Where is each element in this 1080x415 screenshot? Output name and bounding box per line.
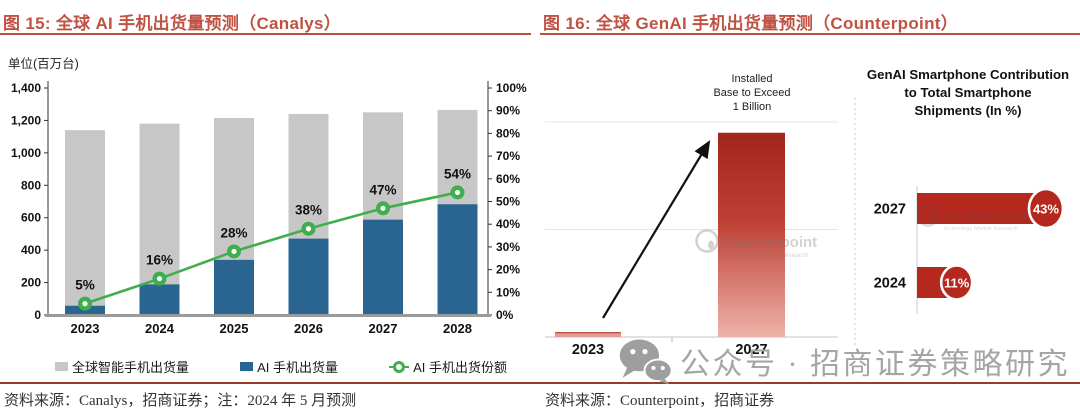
x-label-2024: 2024 <box>145 321 175 336</box>
value-bubble-2024 <box>939 264 974 301</box>
bar-total-2023 <box>65 130 105 315</box>
left-axis-tick: 1,200 <box>11 113 41 127</box>
right-axis-tick: 30% <box>496 240 520 254</box>
bar-2023 <box>555 332 621 337</box>
share-label-2024: 16% <box>146 253 173 268</box>
share-label-2023: 5% <box>75 278 95 293</box>
left-axis-tick: 1,000 <box>11 146 41 160</box>
x-axis-labels: 2023 2024 2025 2026 2027 2028 <box>71 321 472 336</box>
right-axis-tick: 40% <box>496 217 520 231</box>
figure-16-title: 图 16: 全球 GenAI 手机出货量预测（Counterpoint） <box>543 14 959 33</box>
contribution-title-line-2: to Total Smartphone <box>904 85 1031 100</box>
right-axis-tick: 70% <box>496 149 520 163</box>
figure-16: 图 16: 全球 GenAI 手机出货量预测（Counterpoint） Ins… <box>540 0 1080 415</box>
legend-item-ai-share: AI 手机出货份额 <box>389 357 507 376</box>
x-label-2028: 2028 <box>443 321 472 336</box>
canalys-combo-chart: 单位(百万台) 0 200 400 600 800 1,000 1,200 1,400 0% 10… <box>8 56 527 336</box>
legend-item-total-shipments: 全球智能手机出货量 <box>55 357 189 376</box>
left-axis-tick: 1,400 <box>11 81 41 95</box>
bottom-divider <box>0 382 1080 384</box>
right-axis-tick: 100% <box>496 81 527 95</box>
counterpoint-watermark-2: Counterpoint Technology Market Research <box>917 205 1027 232</box>
counterpoint-logo-icon <box>695 229 719 253</box>
legend-label-total: 全球智能手机出货量 <box>72 360 190 375</box>
bar-ai-2026 <box>288 238 329 315</box>
right-axis-tick: 10% <box>496 285 520 299</box>
counterpoint-logo-text: Counterpoint <box>942 209 1027 224</box>
counterpoint-tagline: Technology Market Research <box>724 252 809 259</box>
installed-base-chart: Installed Base to Exceed 1 Billion 2023 2027 <box>545 73 838 358</box>
right-axis-tick: 20% <box>496 263 520 277</box>
legend-swatch-ai <box>240 362 254 371</box>
bar-2027 <box>718 132 785 337</box>
left-axis-tick: 400 <box>21 243 41 257</box>
contribution-title-line-3: Shipments (In %) <box>915 103 1022 118</box>
series-ai-shipments <box>65 204 478 315</box>
value-label-2027: 43% <box>1033 202 1059 217</box>
baseline <box>45 314 491 317</box>
right-axis-tick: 60% <box>496 172 520 186</box>
right-axis-tick: 50% <box>496 195 520 209</box>
x-label-2027: 2027 <box>369 321 398 336</box>
growth-arrow <box>602 140 711 319</box>
left-axis-tick: 800 <box>21 178 41 192</box>
figure-16-title-rule <box>540 33 1080 35</box>
bar-label-2024: 2024 <box>874 276 906 292</box>
left-axis-tick: 600 <box>21 211 41 225</box>
legend: 全球智能手机出货量 AI 手机出货量 AI 手机出货份额 <box>55 357 507 376</box>
counterpoint-charts: Installed Base to Exceed 1 Billion 2023 2027… <box>545 67 1069 358</box>
contribution-title-line-1: GenAI Smartphone Contribution <box>867 67 1069 82</box>
annotation-line-3: 1 Billion <box>733 101 772 113</box>
x-label-2027: 2027 <box>735 342 767 358</box>
x-label-2025: 2025 <box>220 321 249 336</box>
annotation-line-2: Base to Exceed <box>713 87 790 99</box>
figure-15-title-rule <box>0 33 531 35</box>
annotation-line-1: Installed <box>732 73 773 85</box>
axes <box>44 81 492 316</box>
counterpoint-logo-text: Counterpoint <box>723 234 817 251</box>
left-axis-tick: 200 <box>21 276 41 290</box>
figure-16-source: 资料来源：Counterpoint，招商证券 <box>545 393 775 409</box>
legend-label-ai: AI 手机出货量 <box>257 360 338 375</box>
series-ai-share: 5% 16% 28% 38% 47% 54% <box>75 166 471 311</box>
legend-label-share: AI 手机出货份额 <box>413 360 507 375</box>
left-axis-tick: 0 <box>34 308 41 322</box>
unit-label: 单位(百万台) <box>8 56 79 71</box>
series-total-shipments <box>65 109 478 316</box>
counterpoint-tagline: Technology Market Research <box>943 226 1018 232</box>
share-label-2025: 28% <box>220 225 247 240</box>
right-axis-tick: 80% <box>496 126 520 140</box>
figure-15-source: 资料来源：Canalys，招商证券；注：2024 年 5 月预测 <box>4 393 357 409</box>
bar-ai-2025 <box>214 259 254 315</box>
bar-ai-2027 <box>363 219 403 315</box>
contribution-chart: GenAI Smartphone Contribution to Total Sm… <box>854 67 1069 345</box>
share-label-2028: 54% <box>444 166 471 181</box>
right-axis-tick: 90% <box>496 104 520 118</box>
figure-15: 图 15: 全球 AI 手机出货量预测（Canalys） 单位(百万台) 0 20… <box>0 0 535 415</box>
bar-ai-2028 <box>437 204 478 315</box>
x-label-2026: 2026 <box>294 321 323 336</box>
x-label-2023: 2023 <box>71 321 100 336</box>
share-label-2026: 38% <box>295 203 322 218</box>
legend-item-ai-shipments: AI 手机出货量 <box>240 357 338 376</box>
counterpoint-logo-icon <box>917 205 939 227</box>
share-label-2027: 47% <box>369 182 396 197</box>
bar-ai-2024 <box>139 284 180 315</box>
figure-15-title: 图 15: 全球 AI 手机出货量预测（Canalys） <box>3 14 342 33</box>
legend-line-marker-icon <box>389 360 410 373</box>
bar-label-2027: 2027 <box>874 202 906 218</box>
legend-swatch-total <box>55 362 68 371</box>
x-label-2023: 2023 <box>572 342 604 358</box>
value-bubble-2027 <box>1027 187 1065 230</box>
right-axis-tick: 0% <box>496 308 514 322</box>
value-label-2024: 11% <box>944 276 970 291</box>
bar-2027 <box>917 193 1037 224</box>
